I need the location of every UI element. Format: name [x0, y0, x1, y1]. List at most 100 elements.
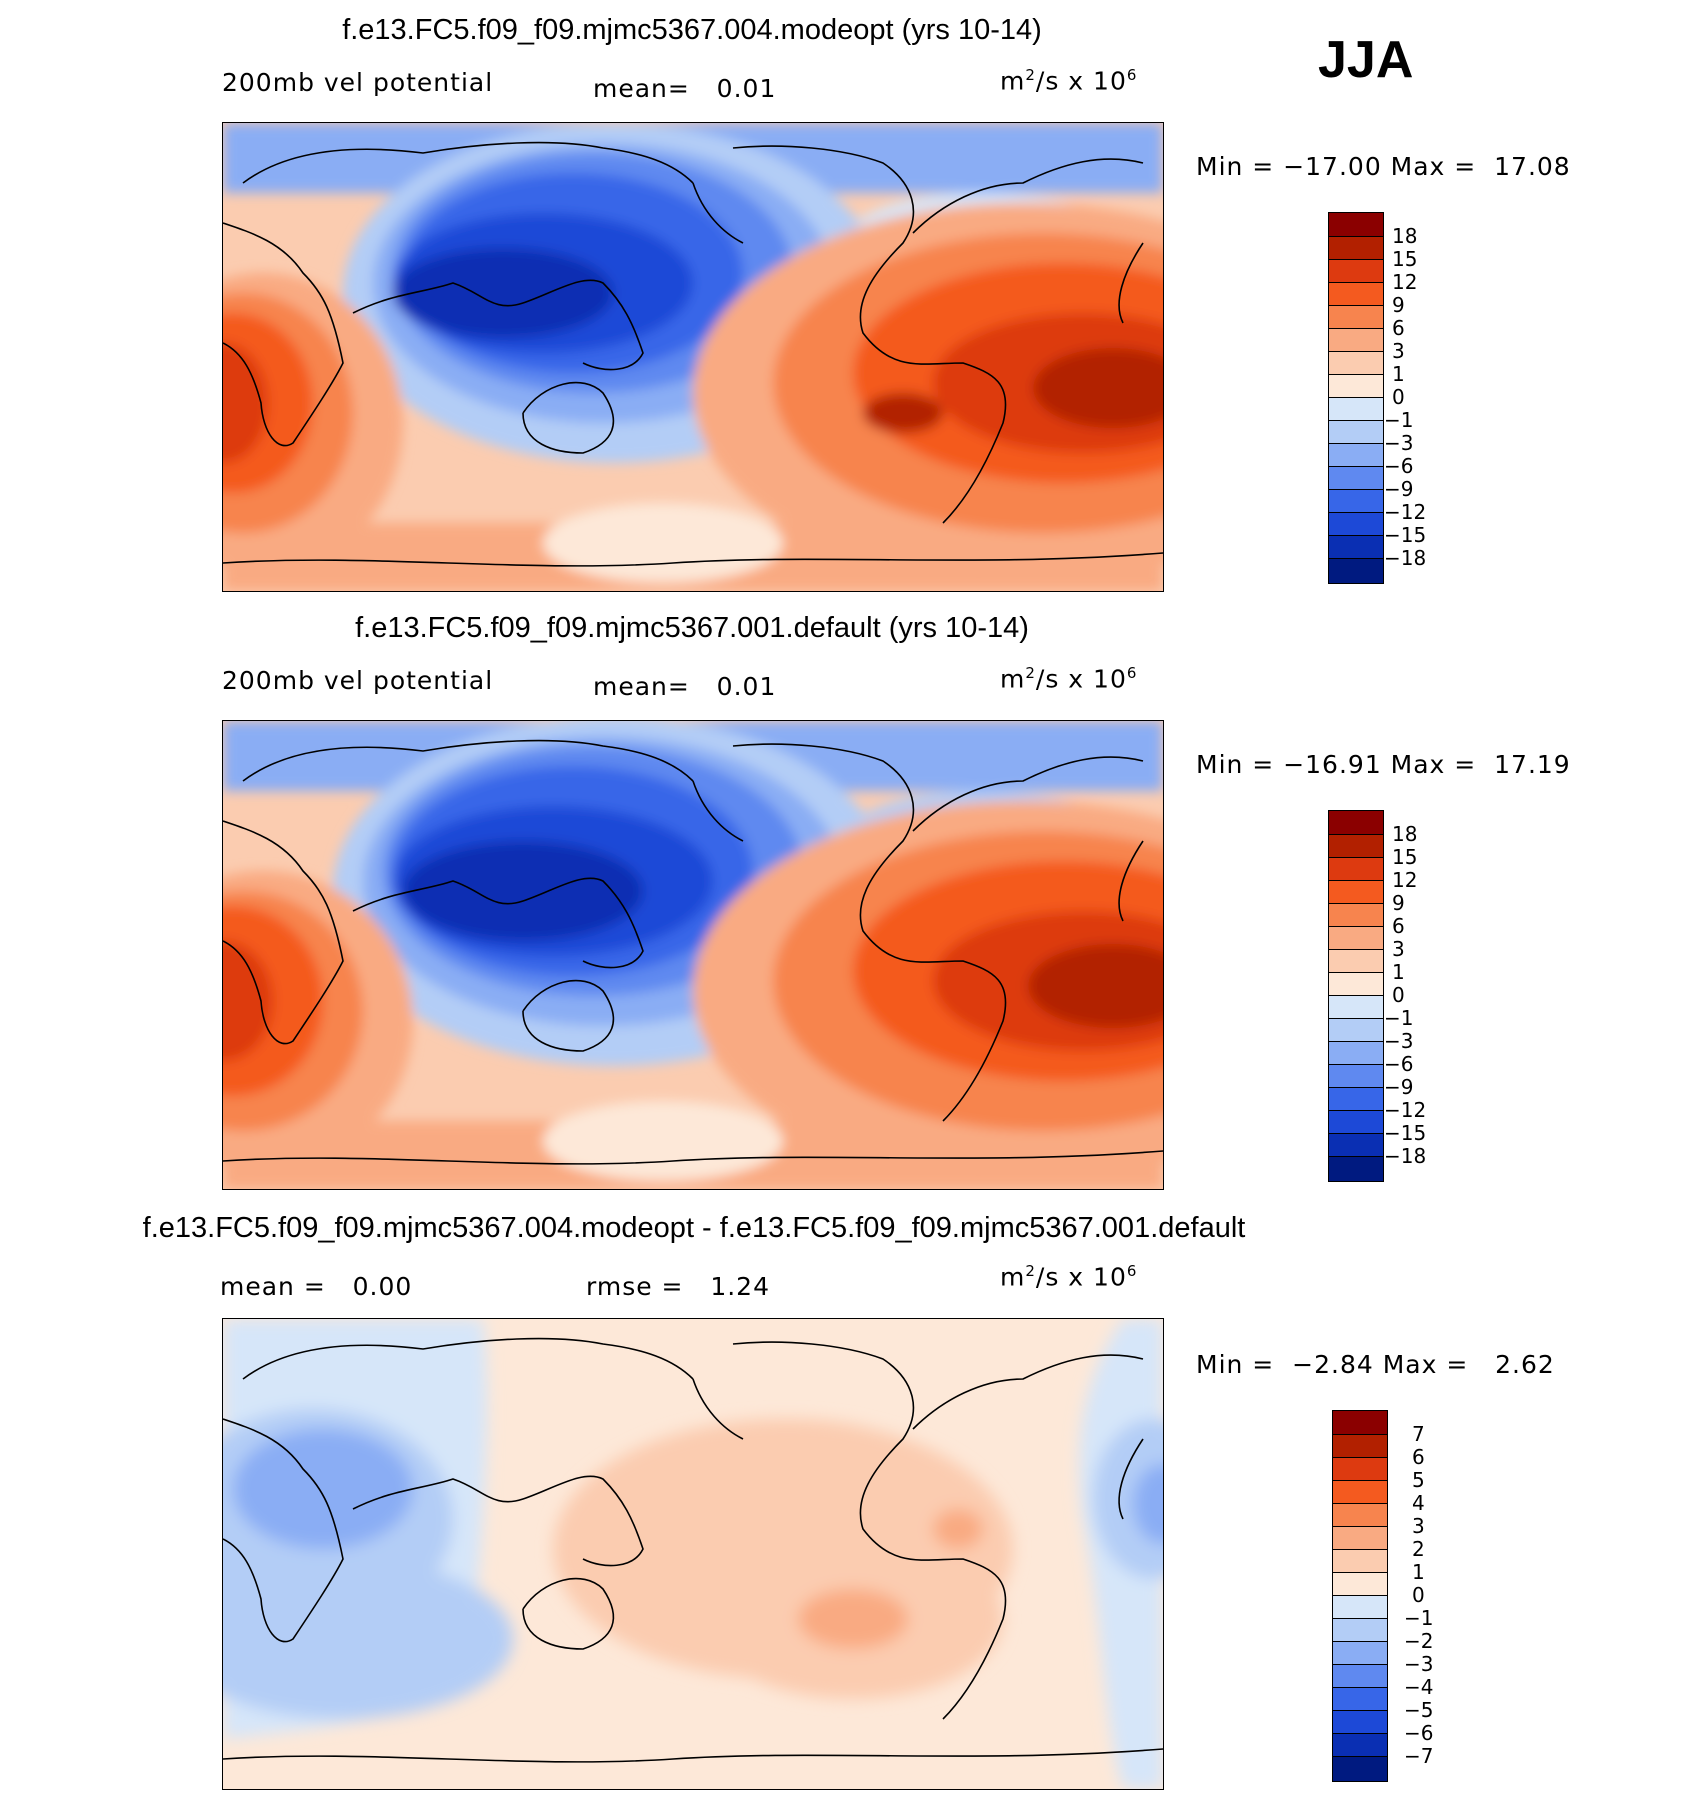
colorbar-tick-label: 0 [1392, 983, 1405, 1007]
panel1-colorbar-bin [1329, 397, 1383, 421]
colorbar-tick-label: 0 [1392, 385, 1405, 409]
panel2-colorbar-bin [1329, 880, 1383, 904]
panel1-colorbar-bin [1329, 535, 1383, 559]
colorbar-tick-label: 6 [1392, 316, 1405, 340]
panel2-map [222, 720, 1164, 1190]
panel2-colorbar-bin [1329, 1018, 1383, 1042]
panel1-colorbar-bin [1329, 489, 1383, 513]
panel3-colorbar-bin [1333, 1710, 1387, 1734]
panel1-colorbar-bin [1329, 282, 1383, 306]
panel1-colorbar-bin [1329, 374, 1383, 398]
colorbar-tick-label: 0 [1412, 1583, 1425, 1607]
panel3-minmax: Min = −2.84 Max = 2.62 [1196, 1350, 1555, 1379]
colorbar-tick-label: 9 [1392, 891, 1405, 915]
colorbar-tick-label: −18 [1384, 1144, 1427, 1168]
panel2-colorbar-bin [1329, 834, 1383, 858]
panel2-colorbar-bin [1329, 995, 1383, 1019]
panel3-colorbar-bin [1333, 1549, 1387, 1573]
panel3-rmse-label: rmse = 1.24 [586, 1272, 770, 1301]
colorbar-tick-label: 9 [1392, 293, 1405, 317]
panel3-colorbar-bin [1333, 1503, 1387, 1527]
colorbar-tick-label: −1 [1404, 1606, 1434, 1630]
colorbar-tick-label: −6 [1384, 1052, 1414, 1076]
panel1-colorbar-bin [1329, 351, 1383, 375]
panel2-colorbar-bin [1329, 1110, 1383, 1134]
panel2-colorbar-bin [1329, 811, 1383, 835]
panel3-colorbar-bin [1333, 1434, 1387, 1458]
colorbar-tick-label: −1 [1384, 1006, 1414, 1030]
colorbar-tick-label: −7 [1404, 1744, 1434, 1768]
panel3-colorbar-bin [1333, 1595, 1387, 1619]
colorbar-tick-label: −4 [1404, 1675, 1434, 1699]
colorbar-tick-label: −12 [1384, 500, 1427, 524]
panel2-contour-plot [223, 721, 1163, 1189]
colorbar-tick-label: 18 [1392, 224, 1418, 248]
panel1-contour-plot [223, 123, 1163, 591]
panel2-colorbar-bin [1329, 1041, 1383, 1065]
panel1-title: f.e13.FC5.f09_f09.mjmc5367.004.modeopt (… [342, 14, 1042, 46]
panel3-colorbar-bin [1333, 1687, 1387, 1711]
panel3-colorbar [1332, 1410, 1388, 1782]
panel1-colorbar-bin [1329, 420, 1383, 444]
panel3-colorbar-bin [1333, 1572, 1387, 1596]
panel1-coastlines [223, 141, 1163, 567]
colorbar-tick-label: 3 [1392, 339, 1405, 363]
panel3-contour-plot [223, 1319, 1163, 1789]
panel1-units: m2/s x 106 [1000, 66, 1138, 96]
panel2-colorbar-bin [1329, 1064, 1383, 1088]
panel1-colorbar-bin [1329, 305, 1383, 329]
colorbar-tick-label: 1 [1392, 960, 1405, 984]
panel3-map [222, 1318, 1164, 1790]
colorbar-tick-label: 3 [1392, 937, 1405, 961]
panel1-variable-label: 200mb vel potential [222, 68, 494, 97]
colorbar-tick-label: 15 [1392, 247, 1418, 271]
colorbar-tick-label: −2 [1404, 1629, 1434, 1653]
colorbar-tick-label: −1 [1384, 408, 1414, 432]
panel2-title: f.e13.FC5.f09_f09.mjmc5367.001.default (… [355, 612, 1029, 644]
panel2-mean-label: mean= 0.01 [593, 672, 777, 701]
colorbar-tick-label: −3 [1404, 1652, 1434, 1676]
panel3-colorbar-bin [1333, 1756, 1387, 1781]
season-label: JJA [1318, 31, 1414, 89]
colorbar-tick-label: 1 [1392, 362, 1405, 386]
colorbar-tick-label: −6 [1384, 454, 1414, 478]
colorbar-tick-label: 18 [1392, 822, 1418, 846]
colorbar-tick-label: 5 [1412, 1468, 1425, 1492]
panel2-colorbar-bin [1329, 903, 1383, 927]
colorbar-tick-label: −5 [1404, 1698, 1434, 1722]
panel2-variable-label: 200mb vel potential [222, 666, 494, 695]
colorbar-tick-label: 15 [1392, 845, 1418, 869]
panel2-units: m2/s x 106 [1000, 664, 1138, 694]
panel3-colorbar-bin [1333, 1411, 1387, 1435]
panel3-colorbar-bin [1333, 1457, 1387, 1481]
panel1-colorbar-bin [1329, 259, 1383, 283]
panel1-colorbar-bin [1329, 328, 1383, 352]
panel1-colorbar-bin [1329, 512, 1383, 536]
panel3-colorbar-bin [1333, 1664, 1387, 1688]
panel1-minmax: Min = −17.00 Max = 17.08 [1196, 152, 1571, 181]
colorbar-tick-label: 6 [1412, 1445, 1425, 1469]
colorbar-tick-label: −15 [1384, 1121, 1427, 1145]
colorbar-tick-label: 7 [1412, 1422, 1425, 1446]
panel1-colorbar [1328, 212, 1384, 584]
panel1-mean-label: mean= 0.01 [593, 74, 777, 103]
panel3-colorbar-bin [1333, 1733, 1387, 1757]
panel3-colorbar-bin [1333, 1641, 1387, 1665]
colorbar-tick-label: −6 [1404, 1721, 1434, 1745]
panel3-units: m2/s x 106 [1000, 1262, 1138, 1292]
colorbar-tick-label: 6 [1392, 914, 1405, 938]
panel2-colorbar-bin [1329, 857, 1383, 881]
colorbar-tick-label: −12 [1384, 1098, 1427, 1122]
panel2-colorbar-bin [1329, 1156, 1383, 1181]
colorbar-tick-label: 4 [1412, 1491, 1425, 1515]
colorbar-tick-label: 3 [1412, 1514, 1425, 1538]
panel1-map [222, 122, 1164, 592]
colorbar-tick-label: 1 [1412, 1560, 1425, 1584]
colorbar-tick-label: −15 [1384, 523, 1427, 547]
panel2-colorbar-bin [1329, 926, 1383, 950]
colorbar-tick-label: 12 [1392, 868, 1418, 892]
colorbar-tick-label: −3 [1384, 431, 1414, 455]
panel2-colorbar-bin [1329, 1133, 1383, 1157]
colorbar-tick-label: 12 [1392, 270, 1418, 294]
panel2-coastlines [223, 739, 1163, 1165]
